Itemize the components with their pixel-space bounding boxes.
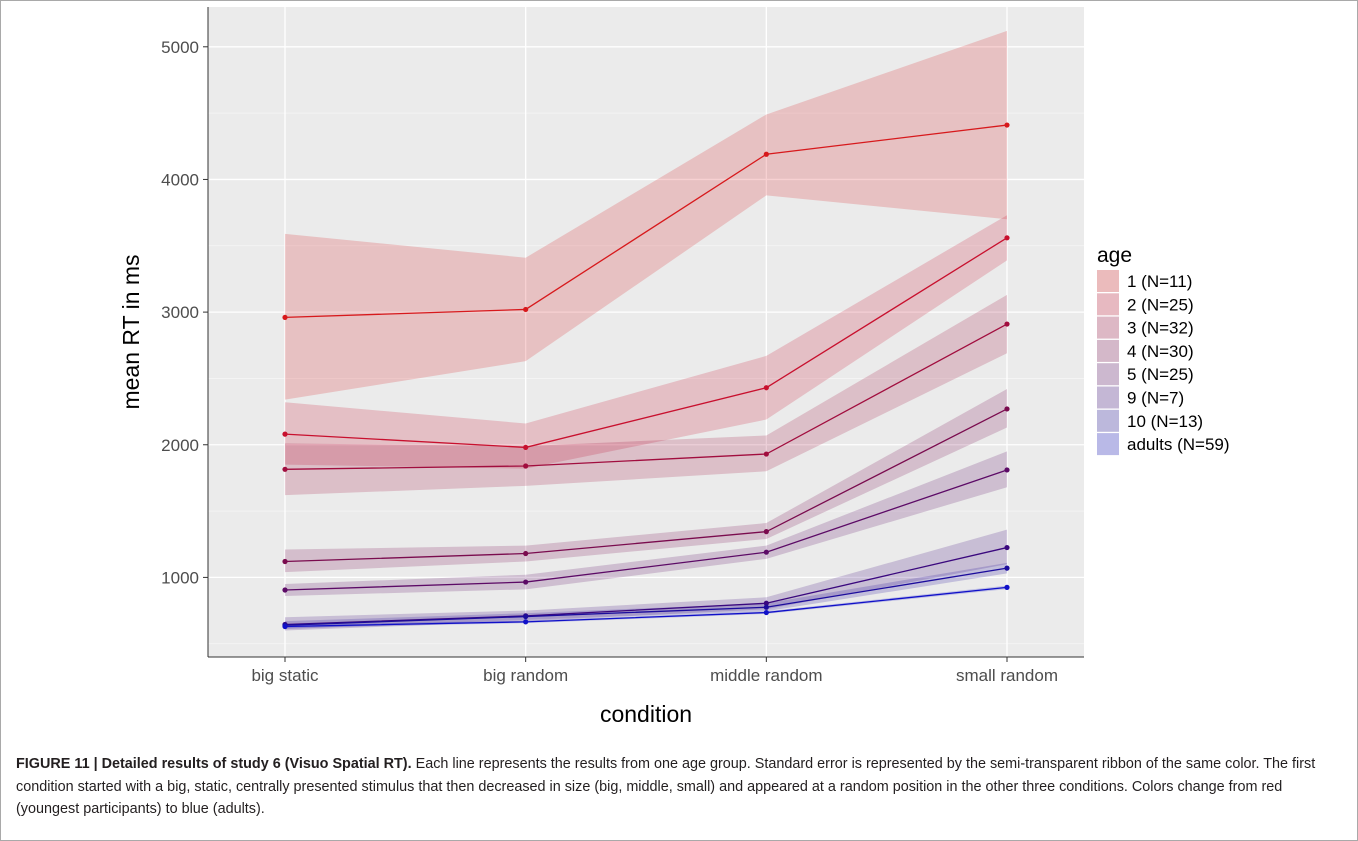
data-point: [282, 314, 288, 321]
x-axis-title: condition: [600, 701, 692, 727]
data-point: [523, 463, 529, 469]
data-point: [282, 623, 288, 630]
data-point: [523, 306, 529, 313]
data-point: [282, 587, 288, 593]
x-axis: big static big random middle random small r…: [208, 656, 1084, 685]
y-tick-label: 2000: [161, 436, 199, 455]
data-point: [1004, 565, 1010, 571]
legend-label: 9 (N=7): [1127, 389, 1184, 408]
data-point: [523, 613, 529, 620]
legend-key-bg: [1097, 316, 1119, 339]
x-tick-label: middle random: [710, 666, 822, 685]
legend-key-swatch: [1097, 363, 1119, 386]
legend-label: 3 (N=32): [1127, 319, 1194, 338]
series-line-2: [284, 323, 1008, 470]
data-point: [282, 431, 288, 437]
figure-caption: FIGURE 11 | Detailed results of study 6 …: [16, 753, 1342, 821]
ribbon-2: [285, 294, 1007, 496]
data-point: [763, 549, 769, 555]
ribbon-5: [285, 529, 1007, 631]
ribbons: [285, 30, 1007, 631]
x-tick-label: big random: [483, 666, 568, 685]
ribbon-3: [285, 389, 1007, 573]
legend-key-bg: [1097, 409, 1119, 432]
legend-key-swatch: [1097, 293, 1119, 316]
legend-label: 5 (N=25): [1127, 365, 1194, 384]
data-point: [1004, 406, 1010, 412]
data-point: [1004, 467, 1010, 473]
data-point: [523, 579, 529, 585]
series-line-7: [284, 586, 1008, 628]
data-point: [523, 444, 529, 451]
series-line-3: [284, 408, 1008, 563]
legend-label: adults (N=59): [1127, 435, 1230, 454]
data-point: [763, 609, 769, 616]
data-point: [282, 466, 288, 472]
x-tick-label: small random: [956, 666, 1058, 685]
data-point: [282, 558, 288, 565]
series-points: [282, 122, 1010, 630]
legend-key-swatch: [1097, 270, 1119, 292]
data-point: [1004, 122, 1010, 128]
legend-label: 10 (N=13): [1127, 412, 1203, 431]
series-line-0: [284, 124, 1008, 319]
data-point: [763, 385, 769, 391]
y-tick-label: 4000: [161, 170, 199, 189]
y-axis: 1000 2000 3000 4000 5000: [161, 7, 209, 657]
legend-key-bg: [1097, 293, 1119, 316]
data-point: [763, 451, 769, 457]
x-tick-label: big static: [251, 666, 319, 685]
legend-key-bg: [1097, 433, 1119, 456]
series-lines: [284, 124, 1008, 628]
series-line-4: [284, 469, 1008, 591]
legend-label: 4 (N=30): [1127, 342, 1194, 361]
data-point: [523, 550, 529, 557]
legend-key-swatch: [1097, 339, 1119, 362]
data-point: [763, 151, 769, 157]
data-point: [1004, 235, 1010, 241]
series-line-5: [284, 546, 1008, 626]
legend-key-bg: [1097, 363, 1119, 386]
y-axis-title: mean RT in ms: [118, 254, 144, 409]
data-point: [763, 600, 769, 606]
series-line-1: [284, 237, 1008, 449]
ribbon-0: [285, 30, 1007, 400]
legend-key-swatch: [1097, 433, 1119, 456]
chart: 1000 2000 3000 4000 5000 big static big rando…: [118, 7, 1230, 727]
plot-panel: [208, 7, 1084, 657]
legend-title: age: [1097, 244, 1132, 267]
y-tick-label: 3000: [161, 303, 199, 322]
caption-text: Each line represents the results from on…: [16, 756, 1316, 817]
series-line-6: [284, 567, 1008, 626]
legend-key-bg: [1097, 339, 1119, 362]
data-point: [763, 604, 769, 610]
legend-label: 2 (N=25): [1127, 295, 1194, 314]
data-point: [1004, 584, 1010, 590]
y-tick-label: 1000: [161, 568, 199, 587]
y-tick-label: 5000: [161, 38, 199, 57]
caption-label: FIGURE 11 | Detailed results of study 6 …: [16, 756, 412, 772]
legend-key-swatch: [1097, 386, 1119, 409]
data-point: [1004, 321, 1010, 327]
legend-key-swatch: [1097, 409, 1119, 432]
legend-key-bg: [1097, 386, 1119, 409]
data-point: [1004, 544, 1010, 551]
legend-key-bg: [1097, 270, 1119, 292]
legend: age 1 (N=11) 2 (N=25) 3 (N=32) 4 (N=30) 5 (N…: [1097, 244, 1230, 456]
data-point: [523, 619, 529, 625]
legend-label: 1 (N=11): [1127, 272, 1192, 291]
data-point: [763, 529, 769, 535]
legend-key-swatch: [1097, 316, 1119, 339]
